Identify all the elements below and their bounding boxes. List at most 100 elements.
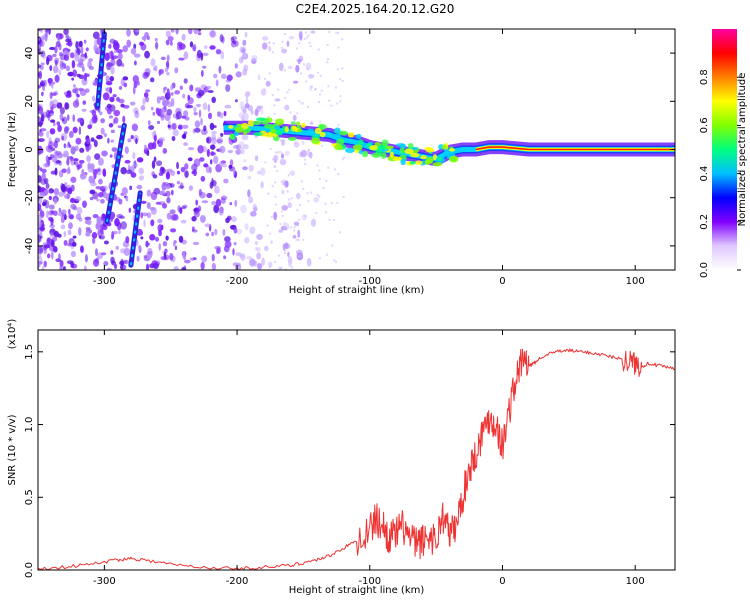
noise-point xyxy=(95,185,101,190)
noise-point xyxy=(49,128,56,135)
noise-point xyxy=(273,112,276,115)
noise-point xyxy=(67,48,71,52)
noise-point xyxy=(194,120,201,129)
noise-point xyxy=(54,167,58,176)
noise-point xyxy=(46,210,49,219)
noise-point xyxy=(309,45,312,48)
noise-point xyxy=(247,104,254,112)
ridge-blob xyxy=(347,132,355,138)
noise-point xyxy=(153,156,157,162)
noise-point xyxy=(59,113,64,121)
noise-point xyxy=(54,57,60,65)
noise-point xyxy=(41,172,47,181)
noise-point xyxy=(48,204,55,210)
noise-point xyxy=(172,129,179,137)
noise-point xyxy=(172,113,177,118)
noise-point xyxy=(71,77,75,81)
noise-point xyxy=(276,150,283,154)
noise-point xyxy=(165,168,173,173)
noise-point xyxy=(310,85,313,88)
noise-point xyxy=(341,80,344,83)
noise-point xyxy=(93,114,98,121)
noise-point xyxy=(92,31,100,40)
noise-point xyxy=(282,222,290,231)
noise-point xyxy=(273,165,276,168)
noise-point xyxy=(308,73,315,79)
noise-point xyxy=(52,53,57,58)
noise-point xyxy=(160,108,166,116)
noise-point xyxy=(42,53,46,60)
noise-point xyxy=(44,33,48,42)
noise-point xyxy=(72,69,78,78)
noise-point xyxy=(162,202,167,209)
noise-point xyxy=(41,168,47,174)
noise-point xyxy=(115,196,121,202)
noise-point xyxy=(215,79,219,87)
noise-point xyxy=(83,265,87,270)
noise-point xyxy=(165,39,170,46)
noise-point xyxy=(136,157,144,163)
noise-point xyxy=(304,31,307,34)
noise-point xyxy=(164,113,171,122)
noise-point xyxy=(155,236,159,242)
noise-point xyxy=(87,162,92,170)
noise-point xyxy=(232,144,240,149)
noise-point xyxy=(115,245,120,250)
noise-point xyxy=(218,208,224,216)
noise-point xyxy=(77,87,84,92)
noise-point xyxy=(49,46,56,51)
spectrogram-xtick-label: -200 xyxy=(226,276,249,287)
ridge-blob xyxy=(425,147,435,153)
noise-point xyxy=(53,122,56,127)
noise-point xyxy=(165,30,171,38)
ridge-blob xyxy=(385,145,394,150)
noise-point xyxy=(316,164,319,167)
noise-point xyxy=(187,157,193,162)
noise-point xyxy=(159,96,166,101)
snr-xtick-label: -300 xyxy=(93,576,116,587)
noise-point xyxy=(283,222,286,225)
noise-point xyxy=(174,90,181,95)
noise-point xyxy=(129,185,133,191)
noise-point xyxy=(202,52,209,56)
noise-point xyxy=(283,33,286,36)
noise-point xyxy=(74,52,80,62)
noise-point xyxy=(295,238,298,241)
noise-point xyxy=(207,89,214,93)
noise-point xyxy=(295,64,300,73)
noise-point xyxy=(186,104,194,109)
noise-point xyxy=(90,137,95,142)
noise-point xyxy=(144,50,150,59)
noise-point xyxy=(303,37,306,40)
noise-point xyxy=(41,39,45,48)
noise-point xyxy=(307,200,310,203)
noise-point xyxy=(129,101,136,106)
noise-point xyxy=(284,249,287,252)
noise-point xyxy=(141,212,149,217)
noise-point xyxy=(118,198,123,205)
noise-point xyxy=(284,184,287,187)
noise-point xyxy=(209,30,216,38)
noise-point xyxy=(166,88,170,94)
noise-point xyxy=(170,170,176,177)
ridge-blob xyxy=(409,161,416,165)
noise-point xyxy=(116,49,123,54)
ridge-blob xyxy=(371,152,382,158)
colorbar: 0.0 0.2 0.4 0.6 0.8 Normalized spectral ampl… xyxy=(699,29,748,278)
noise-point xyxy=(38,84,42,89)
snr-background xyxy=(38,330,675,570)
noise-point xyxy=(297,224,300,227)
noise-point xyxy=(209,166,212,174)
colorbar-tick-label: 0.6 xyxy=(699,117,710,133)
noise-point xyxy=(160,224,164,231)
noise-point xyxy=(69,156,73,162)
ridge-blob xyxy=(345,147,355,153)
noise-point xyxy=(54,137,61,143)
noise-point xyxy=(169,209,176,215)
noise-point xyxy=(113,49,117,54)
noise-point xyxy=(113,41,120,51)
snr-y-ticks: 0.0 0.5 1.0 1.5 xyxy=(24,344,675,578)
noise-point xyxy=(222,229,226,236)
noise-point xyxy=(92,169,98,176)
noise-point xyxy=(66,158,70,166)
